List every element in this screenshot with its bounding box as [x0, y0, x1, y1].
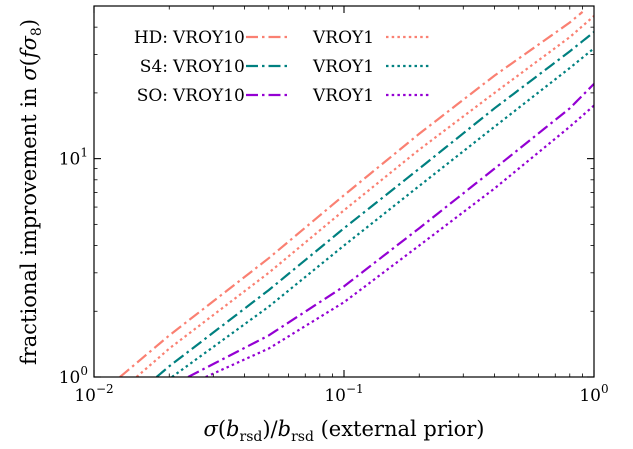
y-tick-label: 101 [59, 146, 88, 170]
series-line-so-vroy10 [187, 83, 594, 377]
series-line-s4-vroy1 [171, 47, 594, 377]
legend-label-vroy10: VROY10 [172, 28, 245, 48]
series-line-hd-vroy1 [135, 15, 594, 377]
x-tick-label: 100 [579, 382, 608, 406]
legend-prefix-s4: S4: [140, 57, 168, 77]
legend-label-vroy1: VROY1 [312, 86, 374, 106]
series-line-so-vroy1 [205, 104, 594, 377]
tick-group [93, 5, 595, 378]
legend-prefix-so: SO: [137, 86, 168, 106]
legend-label-vroy10: VROY10 [172, 57, 245, 77]
y-tick-label: 100 [59, 364, 88, 388]
series-line-hd-vroy10 [119, 11, 584, 377]
legend-label-vroy1: VROY1 [312, 28, 374, 48]
x-tick-label: 10−1 [324, 382, 363, 406]
series-group [119, 11, 594, 377]
legend-label-vroy1: VROY1 [312, 57, 374, 77]
x-axis-label: σ(brsd)/brsd (external prior) [204, 417, 485, 445]
series-line-s4-vroy10 [155, 31, 594, 377]
legend-prefix-hd: HD: [134, 28, 168, 48]
legend-label-vroy10: VROY10 [172, 86, 245, 106]
x-tick-label: 10−2 [74, 382, 113, 406]
tick-label-group: 10−2 10−1 100 100 101 [59, 146, 609, 406]
y-axis-label: fractional improvement in σ(fσ8) [17, 19, 45, 365]
